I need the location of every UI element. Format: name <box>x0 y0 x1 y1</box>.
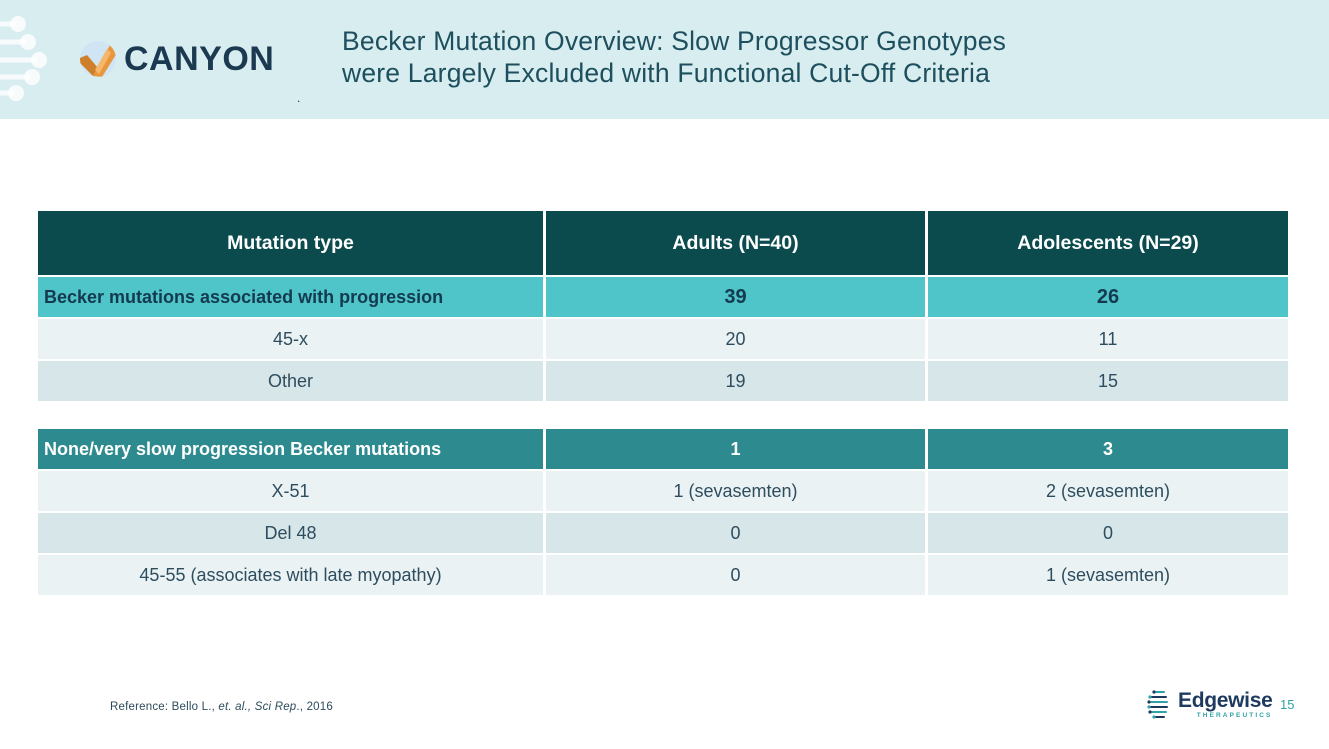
row-value-adults: 1 (sevasemten) <box>546 471 925 511</box>
slide-title-line1: Becker Mutation Overview: Slow Progresso… <box>342 26 1007 56</box>
row-value-adolescents: 11 <box>928 319 1288 359</box>
mutation-table: Mutation type Adults (N=40) Adolescents … <box>38 211 1288 597</box>
row-value-adolescents: 3 <box>928 429 1288 469</box>
canyon-logo-text: CANYON <box>124 40 275 78</box>
row-value-adults: 39 <box>546 277 925 317</box>
table-row-other: Other 19 15 <box>38 361 1288 401</box>
reference-text: Reference: Bello L., et. al., Sci Rep., … <box>110 701 333 713</box>
reference-suffix: ., 2016 <box>296 701 333 713</box>
edgewise-name: Edgewise <box>1178 688 1273 712</box>
row-value-adults: 19 <box>546 361 925 401</box>
row-value-adolescents: 1 (sevasemten) <box>928 555 1288 595</box>
logo-dot: . <box>297 91 301 105</box>
edgewise-logo: Edgewise THERAPEUTICS <box>1147 688 1273 720</box>
edgewise-logo-text: Edgewise THERAPEUTICS <box>1178 688 1273 719</box>
slide-title-line2: were Largely Excluded with Functional Cu… <box>342 58 991 88</box>
row-label: Other <box>38 361 543 401</box>
canyon-logo-icon <box>80 41 116 77</box>
edgewise-logo-icon <box>1147 690 1168 719</box>
row-value-adults: 1 <box>546 429 925 469</box>
row-label: Becker mutations associated with progres… <box>38 277 543 317</box>
canyon-logo: CANYON <box>80 41 274 77</box>
row-value-adults: 0 <box>546 555 925 595</box>
edgewise-subtitle: THERAPEUTICS <box>1196 711 1273 719</box>
row-label: 45-x <box>38 319 543 359</box>
column-header-adults: Adults (N=40) <box>546 211 925 275</box>
section-header-row-progression: Becker mutations associated with progres… <box>38 277 1288 317</box>
row-value-adolescents: 15 <box>928 361 1288 401</box>
reference-prefix: Reference: Bello L., <box>110 701 219 713</box>
header-band: CANYON . Becker Mutation Overview: Slow … <box>0 0 1329 119</box>
row-label: Del 48 <box>38 513 543 553</box>
row-value-adolescents: 0 <box>928 513 1288 553</box>
table-row-45x: 45-x 20 11 <box>38 319 1288 359</box>
row-label: X-51 <box>38 471 543 511</box>
circuit-decoration <box>0 16 47 101</box>
row-value-adolescents: 2 (sevasemten) <box>928 471 1288 511</box>
table-row-4555: 45-55 (associates with late myopathy) 0 … <box>38 555 1288 595</box>
table-row-x51: X-51 1 (sevasemten) 2 (sevasemten) <box>38 471 1288 511</box>
row-label: None/very slow progression Becker mutati… <box>38 429 543 469</box>
table-row-del48: Del 48 0 0 <box>38 513 1288 553</box>
reference-etal: et. al., <box>218 701 252 713</box>
section-gap <box>38 403 1288 429</box>
page-number: 15 <box>1280 697 1295 712</box>
row-value-adults: 0 <box>546 513 925 553</box>
slide-title: Becker Mutation Overview: Slow Progresso… <box>342 25 1006 89</box>
section-header-row-slow-progression: None/very slow progression Becker mutati… <box>38 429 1288 469</box>
column-header-mutation-type: Mutation type <box>38 211 543 275</box>
row-label: 45-55 (associates with late myopathy) <box>38 555 543 595</box>
column-header-adolescents: Adolescents (N=29) <box>928 211 1288 275</box>
row-value-adolescents: 26 <box>928 277 1288 317</box>
table-header-row: Mutation type Adults (N=40) Adolescents … <box>38 211 1288 275</box>
reference-journal: Sci Rep <box>254 701 297 713</box>
row-value-adults: 20 <box>546 319 925 359</box>
